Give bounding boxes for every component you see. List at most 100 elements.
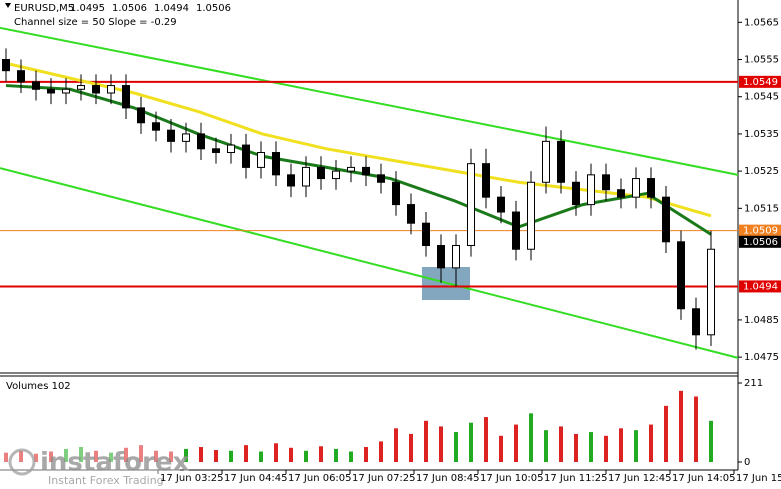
volume-bar (109, 452, 113, 462)
candle-body (272, 152, 280, 176)
candle-body (707, 248, 715, 336)
x-tick-label: 17 Jun 04:45 (224, 473, 288, 484)
header-value: 1.0494 (154, 3, 189, 14)
channel-line (0, 26, 739, 176)
volume-bar (19, 450, 23, 462)
watermark-brand: instaforex (40, 448, 190, 478)
volume-bar (514, 424, 518, 462)
candle-body (557, 140, 565, 183)
candle-body (452, 245, 460, 269)
candle-body (512, 211, 520, 250)
volume-bar (589, 432, 593, 462)
level-label: 1.0549 (743, 77, 778, 88)
volume-bar (34, 453, 38, 462)
level-label: 1.0509 (743, 226, 778, 237)
volume-bar (604, 435, 608, 462)
x-tick-label: 17 Jun 14:05 (672, 473, 736, 484)
candle-body (602, 174, 610, 191)
volume-bar (259, 451, 263, 462)
v-tick-label: 0 (744, 457, 750, 468)
level-label-bg (739, 280, 781, 293)
volume-bar (244, 445, 248, 462)
volume-bar (214, 450, 218, 462)
candle-body (347, 166, 355, 172)
level-label-bg (739, 75, 781, 88)
candle-body (332, 170, 340, 180)
volume-bar (409, 433, 413, 462)
volume-bar (49, 451, 53, 462)
candle-body (692, 308, 700, 336)
volume-bar (64, 448, 68, 462)
y-tick-label: 1.0485 (744, 315, 779, 326)
candle-body (392, 181, 400, 206)
candle-body (527, 181, 535, 250)
candle-body (137, 107, 145, 124)
x-tick-label: 17 Jun 15:25 (736, 473, 781, 484)
candle-body (362, 166, 370, 176)
channel-line (0, 167, 739, 359)
y-tick-label: 1.0515 (744, 203, 779, 214)
candle-body (422, 222, 430, 247)
watermark: instaforex Instant Forex Trading (0, 444, 190, 489)
candle-body (77, 85, 85, 90)
volume-bar (559, 426, 563, 462)
candle-body (572, 181, 580, 206)
volume-bar (79, 447, 83, 462)
level-label-bg (739, 224, 781, 237)
candle-body (497, 196, 505, 213)
y-tick-label: 1.0475 (744, 352, 779, 363)
chart-title: EURUSD,M5 (14, 3, 74, 14)
volume-bar (469, 422, 473, 462)
v-tick-label: 211 (744, 378, 763, 389)
plot: 1.0565 1.0555 1.0545 1.0535 1.0525 1.0515 1.04… (0, 17, 781, 474)
candle-body (647, 178, 655, 198)
volume-bar (319, 446, 323, 462)
volume-bar (439, 426, 443, 462)
candle-body (62, 88, 70, 94)
x-tick-label: 17 Jun 06:05 (288, 473, 352, 484)
volume-bar (544, 430, 548, 462)
candle-body (47, 88, 55, 94)
volume-bar (154, 450, 158, 462)
x-tick-label: 17 Jun 08:45 (416, 473, 480, 484)
volume-bar (634, 430, 638, 462)
candle-body (482, 163, 490, 198)
volume-bar (334, 448, 338, 462)
x-tick-label: 17 Jun 10:05 (480, 473, 544, 484)
candle-body (167, 129, 175, 142)
x-tick-label: 17 Jun 12:45 (608, 473, 672, 484)
symbol-arrow (5, 3, 11, 8)
x-tick-label: 17 Jun 03:25 (160, 473, 224, 484)
volume-bar (529, 413, 533, 462)
candle-body (377, 174, 385, 183)
watermark-tagline: Instant Forex Trading (48, 474, 164, 487)
candle-body (227, 144, 235, 154)
header-value: 1.0495 (70, 3, 105, 14)
volume-bar (304, 450, 308, 462)
watermark-logo (8, 448, 36, 476)
candle-body (17, 70, 25, 83)
header-value: 1.0506 (112, 3, 147, 14)
x-tick-label: 17 Jun 07:25 (352, 473, 416, 484)
volume-bar (139, 445, 143, 462)
volume-bar (619, 428, 623, 462)
volume-bar (124, 447, 128, 462)
volume-bar (394, 428, 398, 462)
candle-body (677, 241, 685, 310)
candle-body (407, 204, 415, 224)
volume-bar (484, 417, 488, 462)
candle-body (587, 174, 595, 206)
candle-body (122, 85, 130, 109)
volume-bar (379, 441, 383, 462)
candle-body (662, 196, 670, 243)
volume-bar (184, 448, 188, 462)
volume-bar (499, 435, 503, 462)
volume-bar (694, 396, 698, 462)
volume-bar (199, 447, 203, 462)
y-tick-label: 1.0535 (744, 129, 779, 140)
volume-bar (289, 447, 293, 462)
candle-body (212, 148, 220, 154)
